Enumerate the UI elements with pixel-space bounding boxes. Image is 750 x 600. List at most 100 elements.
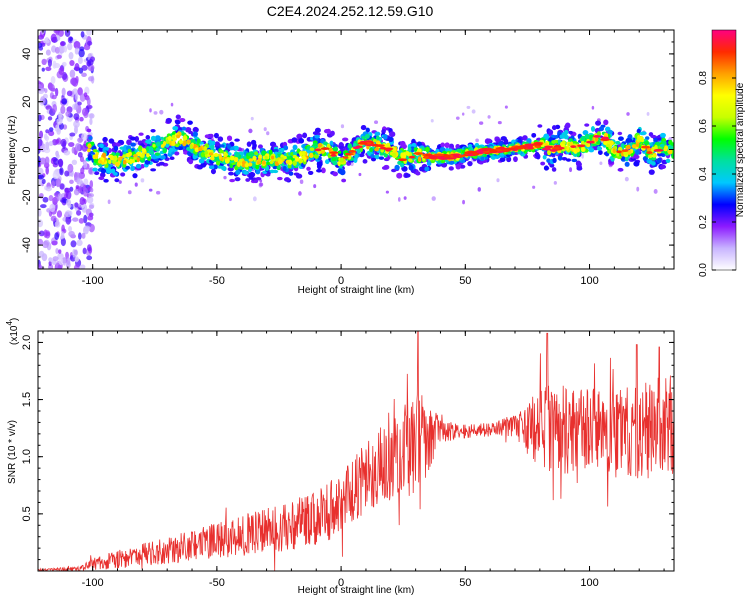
heatmap-cell (316, 168, 322, 173)
heatmap-cell (535, 145, 541, 149)
heatmap-cell (404, 150, 410, 156)
heatmap-cell (270, 142, 277, 146)
heatmap-cell (291, 137, 298, 143)
heatmap-cell (372, 138, 377, 143)
heatmap-cell (89, 113, 95, 119)
heatmap-cell (337, 160, 341, 167)
heatmap-cell (534, 151, 540, 158)
colorbar-frame (711, 29, 737, 271)
heatmap-cell (254, 151, 259, 156)
heatmap-cell (77, 137, 83, 143)
heatmap-cell (87, 40, 93, 46)
heatmap-cell (262, 160, 266, 165)
heatmap-cell (648, 160, 653, 165)
heatmap-cell (350, 161, 354, 167)
heatmap-cell (411, 138, 416, 145)
heatmap-cell (294, 156, 300, 162)
heatmap-cell (156, 190, 161, 195)
heatmap-cell (135, 163, 142, 169)
heatmap-cell (253, 179, 259, 184)
heatmap-cell (48, 141, 54, 147)
heatmap-cell (208, 165, 215, 170)
heatmap-cell (559, 134, 565, 139)
heatmap-cell (74, 143, 81, 152)
heatmap-cell (204, 150, 209, 155)
heatmap-cell (312, 142, 318, 147)
heatmap-cell (543, 165, 549, 171)
heatmap-cell (431, 196, 436, 201)
heatmap-cell (48, 257, 53, 262)
heatmap-cell (475, 138, 479, 143)
heatmap-cell (44, 88, 48, 94)
heatmap-cell (459, 164, 466, 169)
heatmap-cell (416, 141, 422, 147)
heatmap-cell (73, 249, 78, 255)
heatmap-cell (80, 31, 85, 38)
heatmap-cell (444, 142, 450, 149)
heatmap-cell (81, 143, 88, 152)
heatmap-cell (146, 152, 150, 158)
heatmap-cell (391, 152, 397, 158)
heatmap-cell (133, 154, 138, 158)
heatmap-cell (263, 127, 267, 132)
heatmap-cell (624, 176, 629, 182)
heatmap-cell (83, 161, 88, 169)
heatmap-cell (307, 170, 314, 176)
heatmap-cell (369, 147, 374, 153)
spectrogram-x-label: Height of straight line (km) (298, 285, 415, 296)
snr-x-ticks: -100 -50 0 50 100 (42, 331, 665, 589)
heatmap-cell (198, 147, 203, 152)
x-tick-label: 0 (338, 577, 344, 589)
heatmap-cell (138, 145, 143, 152)
heatmap-cell (65, 110, 71, 117)
heatmap-cell (38, 250, 45, 258)
heatmap-cell (127, 190, 132, 195)
heatmap-cell (79, 264, 86, 269)
colorbar-tick-label: 0.2 (698, 215, 709, 229)
heatmap-cell (660, 132, 666, 138)
heatmap-cell (623, 151, 628, 156)
heatmap-cell (626, 144, 631, 150)
heatmap-cell (552, 157, 557, 163)
heatmap-cell (252, 142, 257, 149)
heatmap-cell (156, 163, 161, 167)
heatmap-cell (48, 83, 55, 92)
heatmap-cell (270, 155, 275, 160)
heatmap-cell (324, 159, 330, 165)
heatmap-cell (580, 140, 585, 146)
heatmap-cell (633, 161, 640, 167)
heatmap-cell (114, 178, 120, 183)
heatmap-cell (500, 136, 507, 141)
heatmap-cell (63, 150, 71, 156)
heatmap-cell (430, 118, 434, 123)
heatmap-cell (400, 162, 405, 168)
heatmap-cell (128, 151, 132, 157)
heatmap-cell (67, 43, 73, 51)
heatmap-cell (76, 210, 82, 216)
heatmap-cell (347, 143, 353, 149)
heatmap-cell (443, 154, 451, 158)
heatmap-cell (41, 178, 46, 184)
heatmap-cell (87, 143, 92, 149)
heatmap-cell (186, 146, 191, 151)
heatmap-cell (64, 170, 70, 177)
heatmap-cell (107, 199, 111, 205)
heatmap-cell (79, 116, 84, 122)
heatmap-cell (653, 148, 664, 152)
heatmap-cell (547, 149, 551, 156)
heatmap-cell (352, 146, 360, 150)
heatmap-cell (361, 136, 366, 140)
heatmap-cell (255, 164, 260, 170)
heatmap-cell (188, 159, 194, 165)
heatmap-cell (252, 196, 257, 202)
snr-y-ticks: 0.5 1.0 1.5 2.0 (21, 335, 674, 561)
heatmap-cell (38, 238, 44, 246)
heatmap-cell (627, 134, 633, 139)
heatmap-cell (74, 63, 80, 72)
heatmap-cell (467, 160, 473, 167)
heatmap-cell (360, 125, 367, 131)
heatmap-cell (74, 202, 79, 208)
heatmap-cell (101, 152, 107, 158)
heatmap-cell (636, 186, 640, 192)
heatmap-cell (83, 92, 88, 98)
